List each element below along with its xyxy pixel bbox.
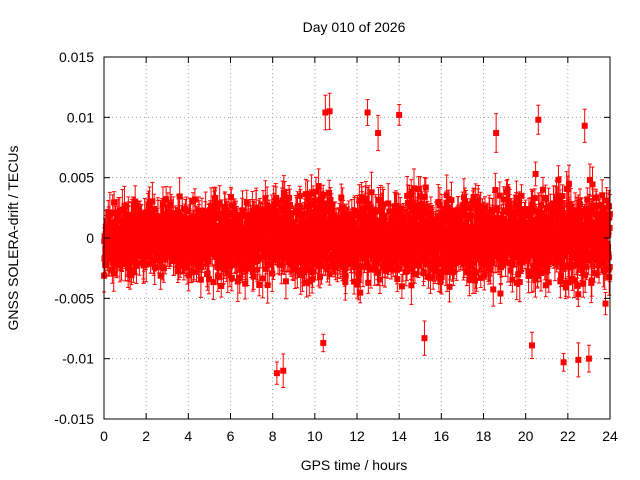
x-tick-label: 14	[391, 428, 407, 444]
y-tick-label: -0.01	[62, 351, 94, 367]
x-tick-label: 20	[518, 428, 534, 444]
x-tick-label: 2	[142, 428, 150, 444]
y-tick-label: 0.015	[59, 49, 94, 65]
x-axis-label: GPS time / hours	[301, 457, 408, 473]
y-tick-label: 0	[86, 230, 94, 246]
y-tick-label: 0.01	[67, 109, 94, 125]
x-tick-label: 6	[227, 428, 235, 444]
x-tick-label: 8	[269, 428, 277, 444]
y-axis-label: GNSS SOLERA-drift / TECUs	[5, 146, 21, 331]
chart-title: Day 010 of 2026	[303, 19, 406, 35]
data-points	[101, 92, 613, 388]
y-tick-label: 0.005	[59, 170, 94, 186]
x-tick-label: 22	[560, 428, 576, 444]
y-tick-label: -0.015	[54, 411, 94, 427]
x-tick-label: 0	[100, 428, 108, 444]
x-tick-label: 18	[476, 428, 492, 444]
x-tick-label: 12	[349, 428, 365, 444]
x-tick-label: 10	[307, 428, 323, 444]
x-tick-label: 24	[602, 428, 618, 444]
x-tick-label: 16	[434, 428, 450, 444]
x-tick-label: 4	[184, 428, 192, 444]
y-tick-label: -0.005	[54, 290, 94, 306]
